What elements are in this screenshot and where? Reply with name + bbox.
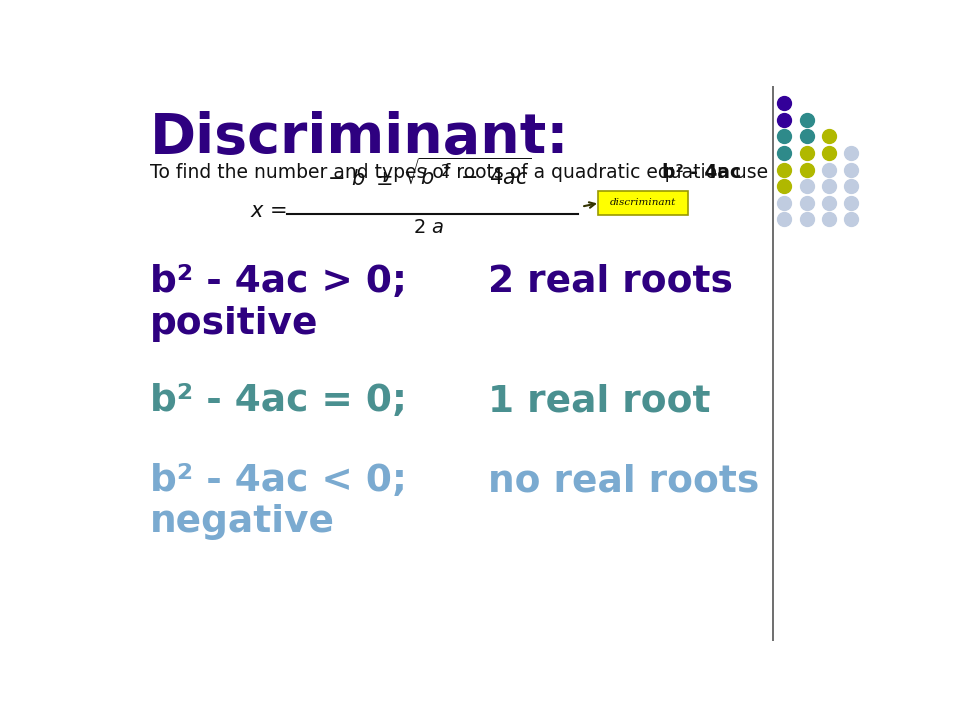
Point bbox=[822, 214, 837, 225]
Point bbox=[822, 181, 837, 192]
Point bbox=[777, 214, 792, 225]
Text: negative: negative bbox=[150, 503, 335, 539]
Point bbox=[822, 147, 837, 158]
Point bbox=[777, 130, 792, 142]
Point bbox=[777, 97, 792, 109]
Text: no real roots: no real roots bbox=[489, 463, 759, 499]
Point bbox=[777, 114, 792, 125]
Text: $-\ b\ \pm\ \sqrt{b^{\ 2}\ -\ 4ac}$: $-\ b\ \pm\ \sqrt{b^{\ 2}\ -\ 4ac}$ bbox=[326, 158, 531, 190]
Point bbox=[777, 197, 792, 209]
Point bbox=[822, 130, 837, 142]
Point bbox=[844, 163, 859, 175]
Point bbox=[799, 197, 814, 209]
Point bbox=[799, 214, 814, 225]
Text: $2\ a$: $2\ a$ bbox=[413, 217, 444, 237]
Point bbox=[799, 130, 814, 142]
Text: b² - 4ac = 0;: b² - 4ac = 0; bbox=[150, 383, 407, 419]
Point bbox=[844, 147, 859, 158]
Point bbox=[799, 114, 814, 125]
Point bbox=[822, 197, 837, 209]
Text: positive: positive bbox=[150, 306, 319, 342]
Text: b² - 4ac < 0;: b² - 4ac < 0; bbox=[150, 463, 407, 499]
Point bbox=[799, 163, 814, 175]
Text: b² - 4ac > 0;: b² - 4ac > 0; bbox=[150, 264, 407, 300]
Point bbox=[777, 181, 792, 192]
Text: 2 real roots: 2 real roots bbox=[489, 264, 733, 300]
Point bbox=[777, 147, 792, 158]
Point bbox=[844, 214, 859, 225]
Text: $\mathit{x}$ =: $\mathit{x}$ = bbox=[251, 201, 287, 221]
FancyBboxPatch shape bbox=[598, 191, 687, 215]
Point bbox=[777, 163, 792, 175]
Point bbox=[799, 147, 814, 158]
Text: Discriminant:: Discriminant: bbox=[150, 112, 569, 166]
Point bbox=[822, 163, 837, 175]
Point bbox=[799, 181, 814, 192]
Text: 1 real root: 1 real root bbox=[489, 383, 710, 419]
Point bbox=[844, 197, 859, 209]
Point bbox=[844, 181, 859, 192]
Text: discriminant: discriminant bbox=[610, 198, 676, 207]
Text: b² - 4ac: b² - 4ac bbox=[661, 163, 741, 182]
Text: To find the number and types of roots of a quadratic equation use: To find the number and types of roots of… bbox=[150, 163, 774, 182]
